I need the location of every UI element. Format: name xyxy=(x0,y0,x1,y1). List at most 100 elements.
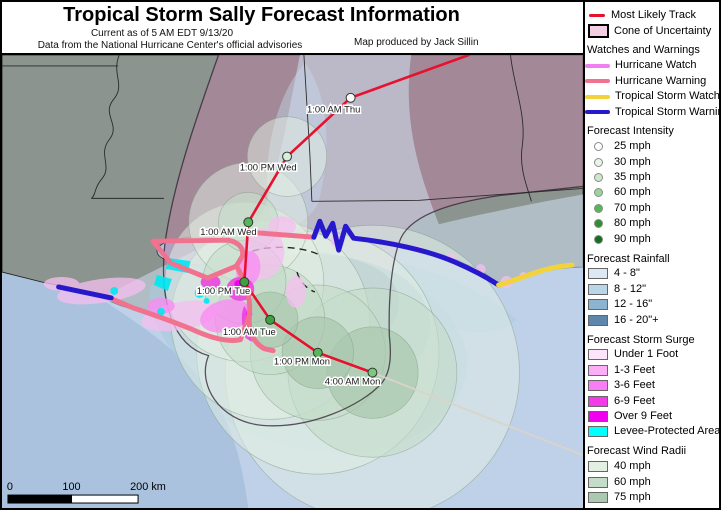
legend-label: 60 mph xyxy=(614,186,651,199)
legend-item: 40 mph xyxy=(585,459,719,474)
surge-swatch xyxy=(588,410,608,422)
legend-section-header: Forecast Rainfall xyxy=(587,252,670,265)
legend-label: Hurricane Warning xyxy=(615,74,707,87)
tropical-storm-watch-swatch xyxy=(585,94,610,99)
forecast-point xyxy=(239,277,250,287)
legend-label: 1-3 Feet xyxy=(614,363,655,376)
rainfall-swatch xyxy=(588,283,608,295)
legend-label: Tropical Storm Warning xyxy=(615,105,721,118)
rainfall-swatch xyxy=(588,268,608,280)
legend-label: 80 mph xyxy=(614,217,651,230)
legend-item: 8 - 12" xyxy=(585,282,719,297)
map-canvas: 1:00 AM Thu 1:00 PM Wed 1:00 AM Wed 1:00… xyxy=(1,53,584,510)
surge-swatch xyxy=(588,364,608,376)
state-borders xyxy=(2,54,584,202)
legend-label: 90 mph xyxy=(614,232,651,245)
time-labels: 1:00 AM Thu 1:00 PM Wed 1:00 AM Wed 1:00… xyxy=(195,103,382,389)
forecast-point xyxy=(265,314,276,325)
scale-bar: 0 100 200 km xyxy=(7,481,166,504)
hurricane-warning-swatch xyxy=(585,79,610,84)
legend-item: 6-9 Feet xyxy=(585,393,719,408)
legend-item: 75 mph xyxy=(585,490,719,505)
map-credit: Map produced by Jack Sillin xyxy=(354,37,479,48)
legend-label: 30 mph xyxy=(614,155,651,168)
map-svg: 1:00 AM Thu 1:00 PM Wed 1:00 AM Wed 1:00… xyxy=(1,53,584,510)
hurricane-watch-swatch xyxy=(585,63,610,68)
subtitle-data-source: Data from the National Hurricane Center'… xyxy=(37,40,303,51)
intensity-dot-swatch xyxy=(594,157,603,167)
legend-label: 25 mph xyxy=(614,140,651,153)
tropical-storm-watch-line xyxy=(496,262,575,288)
legend-label: Under 1 Foot xyxy=(614,348,679,361)
legend-item: 90 mph xyxy=(585,231,719,246)
intensity-dot-swatch xyxy=(594,173,603,183)
surge-swatch xyxy=(588,349,608,361)
scale-label-end: 200 km xyxy=(130,481,166,493)
forecast-point xyxy=(282,151,293,162)
tropical-storm-warning-swatch xyxy=(585,110,610,115)
intensity-dot-swatch xyxy=(594,219,603,229)
legend-label: 35 mph xyxy=(614,171,651,184)
page-title: Tropical Storm Sally Forecast Informatio… xyxy=(63,4,460,26)
legend-label: Most Likely Track xyxy=(611,9,696,22)
time-label: 1:00 PM Tue xyxy=(197,286,250,297)
time-label: 1:00 AM Tue xyxy=(223,327,276,338)
legend-label: 70 mph xyxy=(614,201,651,214)
legend-item: Under 1 Foot xyxy=(585,347,719,362)
time-label: 1:00 PM Wed xyxy=(240,162,297,173)
legend-item: 16 - 20"+ xyxy=(585,312,719,327)
legend-item: 3-6 Feet xyxy=(585,378,719,393)
track-line-swatch xyxy=(589,14,605,18)
legend-section-header: Watches and Warnings xyxy=(587,44,700,57)
forecast-points xyxy=(239,92,378,378)
forecast-point xyxy=(243,217,254,228)
legend-label: 6-9 Feet xyxy=(614,394,655,407)
past-track-line xyxy=(372,371,584,457)
legend-item: 12 - 16" xyxy=(585,297,719,312)
legend-item: 80 mph xyxy=(585,216,719,231)
time-label: 4:00 AM Mon xyxy=(325,377,381,388)
legend-section-header: Forecast Wind Radii xyxy=(587,445,687,458)
legend-label: 12 - 16" xyxy=(614,298,653,311)
legend-label: Cone of Uncertainty xyxy=(614,24,712,37)
time-label: 1:00 PM Mon xyxy=(274,357,330,368)
scale-label-mid: 100 xyxy=(62,481,80,493)
legend-item-most-likely-track: Most Likely Track xyxy=(585,8,719,23)
legend-label: 40 mph xyxy=(614,460,651,473)
warnings-layer xyxy=(56,218,575,354)
intensity-dot-swatch xyxy=(594,188,603,198)
legend-item: 30 mph xyxy=(585,155,719,170)
legend-item: Tropical Storm Watch xyxy=(585,89,720,104)
wind-radii-swatch xyxy=(588,461,608,473)
legend-item-cone: Cone of Uncertainty xyxy=(585,23,719,39)
legend-section-wind-radii: Forecast Wind Radii 40 mph 60 mph 75 mph xyxy=(585,444,719,506)
legend-item: 25 mph xyxy=(585,139,719,154)
intensity-dot-swatch xyxy=(594,234,603,244)
legend-item: Hurricane Watch xyxy=(585,58,719,73)
legend-label: 75 mph xyxy=(614,490,651,503)
forecast-point xyxy=(367,367,378,378)
time-label: 1:00 AM Wed xyxy=(200,227,256,238)
legend-item: Hurricane Warning xyxy=(585,74,719,89)
legend-label: 16 - 20"+ xyxy=(614,313,659,326)
legend-item: 35 mph xyxy=(585,170,719,185)
legend-label: 8 - 12" xyxy=(614,282,647,295)
tropical-storm-warning-line xyxy=(56,218,502,301)
legend-label: 60 mph xyxy=(614,475,651,488)
surge-swatch xyxy=(588,380,608,392)
legend-label: Over 9 Feet xyxy=(614,409,673,422)
wind-radii-swatch xyxy=(588,491,608,503)
legend-item: 1-3 Feet xyxy=(585,363,719,378)
rainfall-swatch xyxy=(588,314,608,326)
legend-item: 60 mph xyxy=(585,185,719,200)
intensity-dot-swatch xyxy=(594,142,603,152)
legend-section-forecast-rainfall: Forecast Rainfall 4 - 8" 8 - 12" 12 - 16… xyxy=(585,251,719,328)
levee-protected-swatch xyxy=(588,426,608,438)
legend-section-watches-warnings: Watches and Warnings Hurricane Watch Hur… xyxy=(585,43,721,120)
legend-section-header: Forecast Intensity xyxy=(587,125,674,138)
legend-item: 60 mph xyxy=(585,474,719,489)
legend-label: Tropical Storm Watch xyxy=(615,90,720,103)
legend-label: 4 - 8" xyxy=(614,267,640,280)
scale-label-start: 0 xyxy=(7,481,13,493)
forecast-track-line xyxy=(243,53,471,374)
